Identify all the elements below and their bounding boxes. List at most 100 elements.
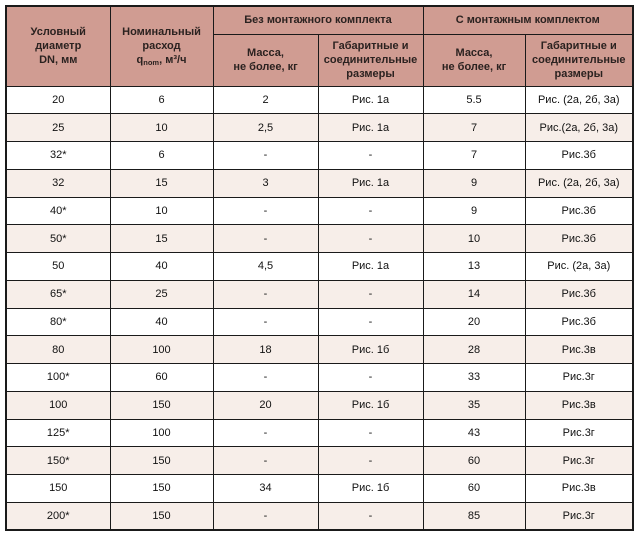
col-header-dims-without: Габаритные и соединительные размеры	[317, 33, 424, 87]
cell: Рис.3в	[524, 390, 634, 420]
cell: 15	[109, 224, 214, 253]
cell: 40	[109, 307, 214, 337]
cell: Рис.3в	[524, 474, 634, 503]
cell: Рис. 1б	[317, 474, 424, 503]
table-row: 50 40 4,5 Рис. 1а 13 Рис. (2а, 3а)	[5, 252, 634, 281]
cell: 34	[212, 474, 319, 503]
cell: 7	[422, 113, 526, 142]
cell: -	[212, 279, 319, 309]
cell: Рис.(2а, 2б, 3а)	[524, 113, 634, 142]
col-header-flow: Номинальный расход qnom, м³/ч	[109, 5, 214, 87]
cell: 18	[212, 335, 319, 364]
cell: 40	[109, 252, 214, 281]
cell: Рис. 1а	[317, 113, 424, 142]
cell: 50	[5, 252, 111, 281]
cell: 43	[422, 418, 526, 448]
cell: 60	[109, 363, 214, 392]
table-row: 200* 150- -85 Рис.3г	[5, 501, 634, 531]
group-header-with-kit: С монтажным комплектом	[422, 5, 634, 35]
cell: 150	[109, 446, 214, 475]
cell: 40*	[5, 196, 111, 226]
table-row: 80* 40- -20 Рис.3б	[5, 307, 634, 337]
cell: 100	[5, 390, 111, 420]
table-row: 80 100 18 Рис. 1б 28 Рис.3в	[5, 335, 634, 364]
cell: 2,5	[212, 113, 319, 142]
cell: -	[212, 363, 319, 392]
cell: 150*	[5, 446, 111, 475]
cell: 150	[109, 501, 214, 531]
table-row: 125* 100- -43 Рис.3г	[5, 418, 634, 448]
cell: Рис. (2а, 2б, 3а)	[524, 85, 634, 115]
cell: Рис. 1а	[317, 85, 424, 115]
cell: 85	[422, 501, 526, 531]
cell: -	[317, 196, 424, 226]
cell: 25	[5, 113, 111, 142]
cell: 60	[422, 446, 526, 475]
cell: 33	[422, 363, 526, 392]
cell: Рис.3г	[524, 446, 634, 475]
cell: Рис. 1а	[317, 168, 424, 198]
table-row: 100* 60- -33 Рис.3г	[5, 363, 634, 392]
cell: -	[317, 279, 424, 309]
cell: Рис. (2а, 2б, 3а)	[524, 168, 634, 198]
cell: 200*	[5, 501, 111, 531]
cell: -	[317, 501, 424, 531]
cell: Рис.3г	[524, 363, 634, 392]
cell: 100	[109, 418, 214, 448]
col-header-flow-title: Номинальный расход	[122, 25, 201, 53]
cell: 100	[109, 335, 214, 364]
cell: -	[212, 224, 319, 253]
cell: Рис.3б	[524, 141, 634, 170]
cell: Рис.3в	[524, 335, 634, 364]
cell: 60	[422, 474, 526, 503]
table-row: 150* 150- -60 Рис.3г	[5, 446, 634, 475]
cell: 25	[109, 279, 214, 309]
cell: 32*	[5, 141, 111, 170]
cell: -	[317, 418, 424, 448]
cell: 2	[212, 85, 319, 115]
cell: 32	[5, 168, 111, 198]
cell: Рис.3г	[524, 418, 634, 448]
cell: 10	[109, 196, 214, 226]
cell: Рис. (2а, 3а)	[524, 252, 634, 281]
cell: 15	[109, 168, 214, 198]
cell: 65*	[5, 279, 111, 309]
cell: 9	[422, 168, 526, 198]
cell: 13	[422, 252, 526, 281]
cell: Рис.3б	[524, 224, 634, 253]
cell: -	[317, 224, 424, 253]
cell: -	[317, 141, 424, 170]
cell: -	[212, 307, 319, 337]
cell: Рис. 1б	[317, 390, 424, 420]
cell: -	[212, 196, 319, 226]
table-row: 40* 10- -9 Рис.3б	[5, 196, 634, 226]
cell: Рис.3б	[524, 279, 634, 309]
spec-table: Условный диаметр DN, мм Номинальный расх…	[5, 5, 634, 531]
cell: -	[212, 501, 319, 531]
table-row: 150 150 34 Рис. 1б 60 Рис.3в	[5, 474, 634, 503]
table-row: 32* 6- -7 Рис.3б	[5, 141, 634, 170]
cell: 3	[212, 168, 319, 198]
cell: 10	[422, 224, 526, 253]
cell: 14	[422, 279, 526, 309]
table-row: 32 15 3 Рис. 1а 9 Рис. (2а, 2б, 3а)	[5, 168, 634, 198]
cell: -	[317, 307, 424, 337]
col-header-dims-with: Габаритные и соединительные размеры	[524, 33, 634, 87]
cell: Рис. 1а	[317, 252, 424, 281]
cell: 4,5	[212, 252, 319, 281]
cell: -	[212, 418, 319, 448]
cell: 80	[5, 335, 111, 364]
cell: -	[317, 446, 424, 475]
cell: Рис.3б	[524, 196, 634, 226]
cell: 150	[5, 474, 111, 503]
cell: -	[212, 141, 319, 170]
table-row: 25 10 2,5 Рис. 1а 7 Рис.(2а, 2б, 3а)	[5, 113, 634, 142]
cell: 6	[109, 141, 214, 170]
cell: 20	[422, 307, 526, 337]
cell: 5.5	[422, 85, 526, 115]
col-header-mass-without: Масса, не более, кг	[212, 33, 319, 87]
cell: 150	[109, 474, 214, 503]
table-row: 65* 25- -14 Рис.3б	[5, 279, 634, 309]
cell: 20	[5, 85, 111, 115]
cell: 150	[109, 390, 214, 420]
